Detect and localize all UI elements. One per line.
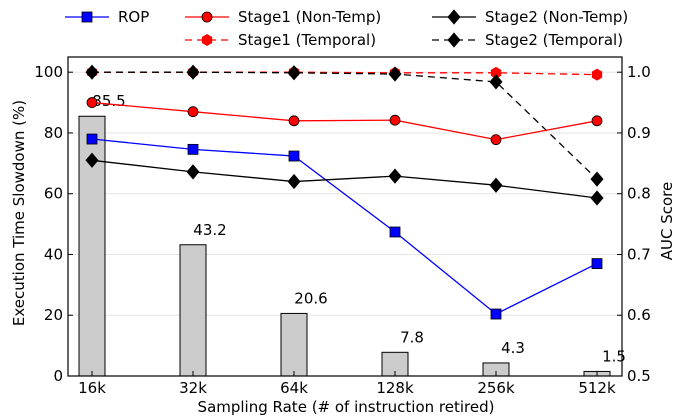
series-line	[91, 159, 598, 199]
bar-value-label: 4.3	[501, 339, 525, 357]
series-point	[85, 64, 99, 80]
series-point	[187, 106, 199, 118]
bar-value-label: 7.8	[400, 328, 424, 346]
series-point	[287, 65, 301, 81]
legend-label: Stage1 (Non-Temp)	[238, 8, 381, 26]
grid	[68, 71, 622, 377]
series-point	[489, 74, 503, 90]
series-point	[187, 143, 199, 155]
legend-marker	[201, 11, 213, 23]
legend-label: Stage1 (Temporal)	[238, 31, 376, 49]
legend-marker	[81, 11, 93, 23]
series-line	[91, 101, 598, 141]
series-point	[389, 226, 401, 238]
legend-marker	[447, 32, 461, 48]
x-tick-label: 128k	[376, 379, 414, 397]
series-point	[86, 97, 98, 108]
series-point	[186, 64, 200, 80]
series-lines	[85, 64, 604, 320]
y-right-tick-label: 0.6	[627, 306, 651, 324]
legend-marker	[447, 9, 461, 25]
series-point	[186, 164, 200, 180]
series-point	[288, 150, 300, 162]
legend-label: Stage2 (Non-Temp)	[485, 8, 628, 26]
x-tick-label: 32k	[179, 379, 207, 397]
series-point	[389, 114, 401, 126]
series-line	[92, 71, 598, 180]
series-point	[591, 258, 603, 269]
series-point	[388, 168, 402, 184]
legend-label: ROP	[118, 8, 149, 26]
y-axis-left-label: Execution Time Slowdown (%)	[10, 100, 28, 326]
y-right-tick-label: 0.5	[627, 367, 651, 385]
bar	[179, 244, 207, 377]
y-left-tick-label: 20	[44, 306, 63, 324]
y-right-tick-label: 0.7	[627, 245, 651, 263]
y-left-tick-label: 40	[44, 245, 63, 263]
bars: 85.5 43.2 20.6 7.8 4.3 1.5	[78, 92, 626, 377]
series-point	[85, 152, 99, 168]
series-point	[591, 115, 603, 127]
series-point	[591, 68, 603, 81]
bar-value-label: 1.5	[602, 347, 626, 365]
bar-value-label: 85.5	[92, 92, 125, 110]
legend-marker	[201, 34, 213, 46]
y-axis-right-label: AUC Score	[658, 182, 676, 261]
y-left-tick-label: 100	[34, 63, 63, 81]
y-left-tick-label: 80	[44, 124, 63, 142]
bar-value-label: 20.6	[294, 289, 327, 307]
y-left-tick-label: 60	[44, 185, 63, 203]
series-point	[590, 190, 604, 206]
y-right-tick-label: 0.8	[627, 185, 651, 203]
legend-label: Stage2 (Temporal)	[485, 31, 623, 49]
series-point	[288, 115, 300, 127]
y-right-tick-label: 1.0	[627, 63, 651, 81]
series-point	[590, 171, 604, 187]
x-tick-label: 16k	[78, 379, 106, 397]
series-point	[287, 173, 301, 190]
legend: ROP Stage1 (Non-Temp) Stage2 (Non-Temp) Sta…	[65, 8, 628, 49]
series-point	[388, 66, 402, 82]
x-tick-label: 256k	[477, 379, 515, 397]
series-point	[490, 134, 502, 146]
bar-value-label: 43.2	[193, 221, 226, 239]
series-point	[86, 133, 98, 145]
series-line	[91, 138, 598, 315]
series-point	[489, 177, 503, 193]
axes: 0 20 40 60 80 100 0.5 0.6 0.7 0.8 0.9 1.0 16k 32k 64k 1…	[34, 56, 651, 397]
bar	[280, 312, 308, 377]
y-right-tick-label: 0.9	[627, 124, 651, 142]
series-point	[490, 308, 502, 320]
x-tick-label: 64k	[280, 379, 308, 397]
x-axis-label: Sampling Rate (# of instruction retired)	[198, 398, 495, 416]
plot-frame	[67, 56, 623, 377]
y-left-tick-label: 0	[53, 367, 63, 385]
x-tick-label: 512k	[578, 379, 616, 397]
